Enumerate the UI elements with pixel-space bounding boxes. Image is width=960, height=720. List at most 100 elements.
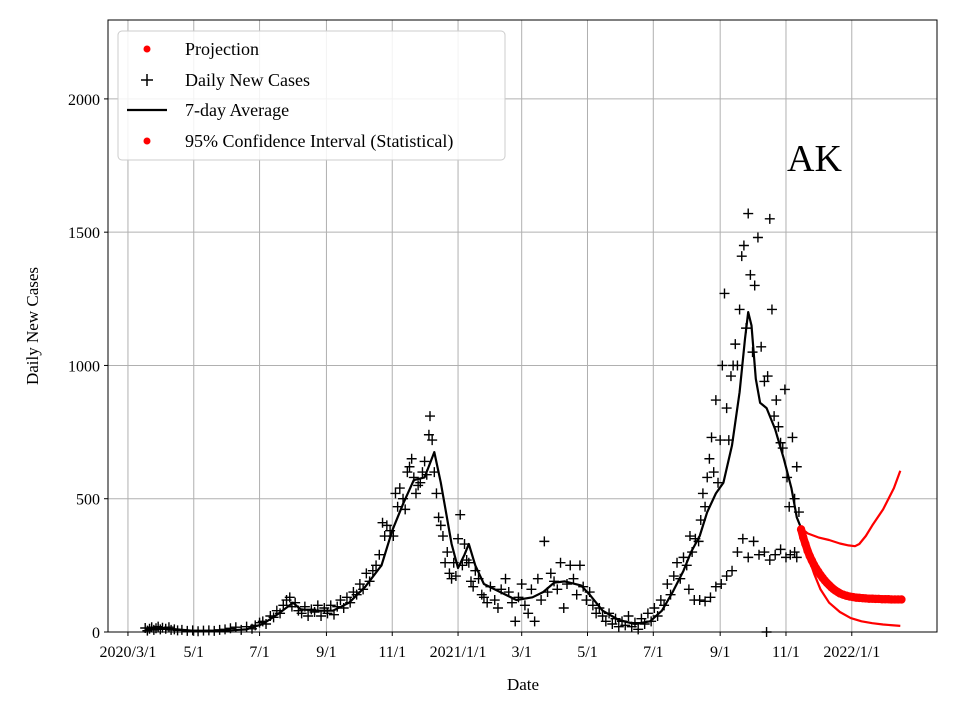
daily-cases-marker xyxy=(655,595,666,606)
daily-cases-marker xyxy=(316,611,327,622)
projection-point xyxy=(897,595,906,604)
daily-cases-marker xyxy=(694,595,705,606)
daily-cases-marker xyxy=(379,531,390,542)
daily-cases-marker xyxy=(506,597,517,608)
daily-cases-marker xyxy=(738,240,749,251)
daily-cases-marker xyxy=(463,557,474,568)
daily-cases-marker xyxy=(787,432,798,443)
x-tick-label: 3/1 xyxy=(511,644,531,661)
daily-cases-marker xyxy=(536,595,547,606)
plot-marks xyxy=(140,208,906,637)
daily-cases-marker xyxy=(526,584,537,595)
daily-cases-marker xyxy=(423,429,434,440)
daily-cases-marker xyxy=(427,435,438,446)
legend-plus-icon xyxy=(141,74,153,86)
daily-cases-marker xyxy=(775,544,786,555)
daily-cases-marker xyxy=(745,269,756,280)
daily-cases-marker xyxy=(381,520,392,531)
legend-label: 7-day Average xyxy=(185,100,289,120)
daily-cases-marker xyxy=(455,509,466,520)
daily-cases-marker xyxy=(766,304,777,315)
legend-dot-icon xyxy=(143,45,151,53)
daily-cases-marker xyxy=(700,596,711,607)
daily-cases-marker xyxy=(431,488,442,499)
x-tick-label: 7/1 xyxy=(249,644,269,661)
daily-cases-marker xyxy=(437,531,448,542)
daily-cases-marker xyxy=(532,573,543,584)
daily-cases-marker xyxy=(759,547,770,558)
daily-cases-marker xyxy=(705,592,716,603)
daily-cases-marker xyxy=(727,565,738,576)
daily-cases-marker xyxy=(516,579,527,590)
axis-ticks: 2020/3/1 5/1 7/1 9/1 11/1 2021/1/1 3/1 5/1 7/1 9/… xyxy=(68,92,880,661)
daily-cases-marker xyxy=(539,536,550,547)
daily-cases-marker xyxy=(424,411,435,422)
daily-cases-marker xyxy=(587,600,598,611)
daily-cases-marker xyxy=(561,579,572,590)
legend-box xyxy=(117,30,506,161)
daily-cases-marker xyxy=(574,560,585,571)
daily-cases-marker xyxy=(732,547,743,558)
daily-cases-marker xyxy=(492,603,503,614)
x-tick-label: 5/1 xyxy=(184,644,204,661)
y-tick-label: 500 xyxy=(76,492,100,509)
legend-label: Projection xyxy=(185,39,259,59)
daily-cases-marker xyxy=(284,592,295,603)
daily-cases-marker xyxy=(565,560,576,571)
legend-label: Daily New Cases xyxy=(185,70,310,90)
daily-cases-marker xyxy=(748,536,759,547)
seven-day-average-line xyxy=(145,311,803,632)
daily-cases-marker xyxy=(558,603,569,614)
daily-cases-marker xyxy=(446,573,457,584)
daily-cases-marker xyxy=(623,611,634,622)
daily-cases-marker xyxy=(737,533,748,544)
daily-cases-marker xyxy=(607,619,618,630)
daily-cases-marker xyxy=(442,547,453,558)
daily-cases-marker xyxy=(780,552,791,563)
daily-cases-marker xyxy=(510,616,521,627)
daily-cases-marker xyxy=(371,560,382,571)
daily-cases-marker xyxy=(500,573,511,584)
daily-cases-marker xyxy=(555,557,566,568)
daily-cases-marker xyxy=(312,600,323,611)
daily-cases-marker xyxy=(394,483,405,494)
daily-cases-marker xyxy=(309,607,320,618)
daily-cases-marker xyxy=(591,608,602,619)
daily-cases-marker xyxy=(662,579,673,590)
x-tick-label: 2021/1/1 xyxy=(430,644,487,661)
x-tick-label: 11/1 xyxy=(378,644,406,661)
daily-cases-marker xyxy=(478,592,489,603)
daily-cases-marker xyxy=(725,371,736,382)
x-axis-label: Date xyxy=(507,675,539,694)
legend-label: 95% Confidence Interval (Statistical) xyxy=(185,131,453,152)
daily-cases-marker xyxy=(519,600,530,611)
daily-cases-marker xyxy=(771,395,782,406)
y-tick-label: 1000 xyxy=(68,358,100,375)
daily-cases-marker xyxy=(710,581,721,592)
daily-cases-marker xyxy=(743,552,754,563)
daily-cases-marker xyxy=(719,288,730,299)
daily-cases-marker xyxy=(764,213,775,224)
daily-cases-marker xyxy=(303,611,314,622)
daily-cases-marker xyxy=(672,557,683,568)
daily-cases-marker xyxy=(736,251,747,262)
daily-cases-marker xyxy=(552,584,563,595)
daily-cases-marker xyxy=(568,573,579,584)
daily-cases-marker xyxy=(435,520,446,531)
daily-cases-marker xyxy=(697,488,708,499)
daily-cases-marker xyxy=(642,608,653,619)
daily-cases-marker xyxy=(710,395,721,406)
daily-cases-marker xyxy=(762,371,773,382)
daily-cases-marker xyxy=(639,619,650,630)
y-axis-label: Daily New Cases xyxy=(23,267,42,385)
daily-cases-marker xyxy=(482,597,493,608)
daily-cases-marker xyxy=(684,531,695,542)
daily-cases-marker xyxy=(335,595,346,606)
daily-cases-marker xyxy=(450,571,461,582)
daily-cases-marker xyxy=(406,453,417,464)
daily-cases-marker xyxy=(545,568,556,579)
daily-cases-marker xyxy=(668,571,679,582)
daily-cases-marker xyxy=(779,384,790,395)
daily-cases-marker xyxy=(341,592,352,603)
daily-cases-marker xyxy=(410,488,421,499)
